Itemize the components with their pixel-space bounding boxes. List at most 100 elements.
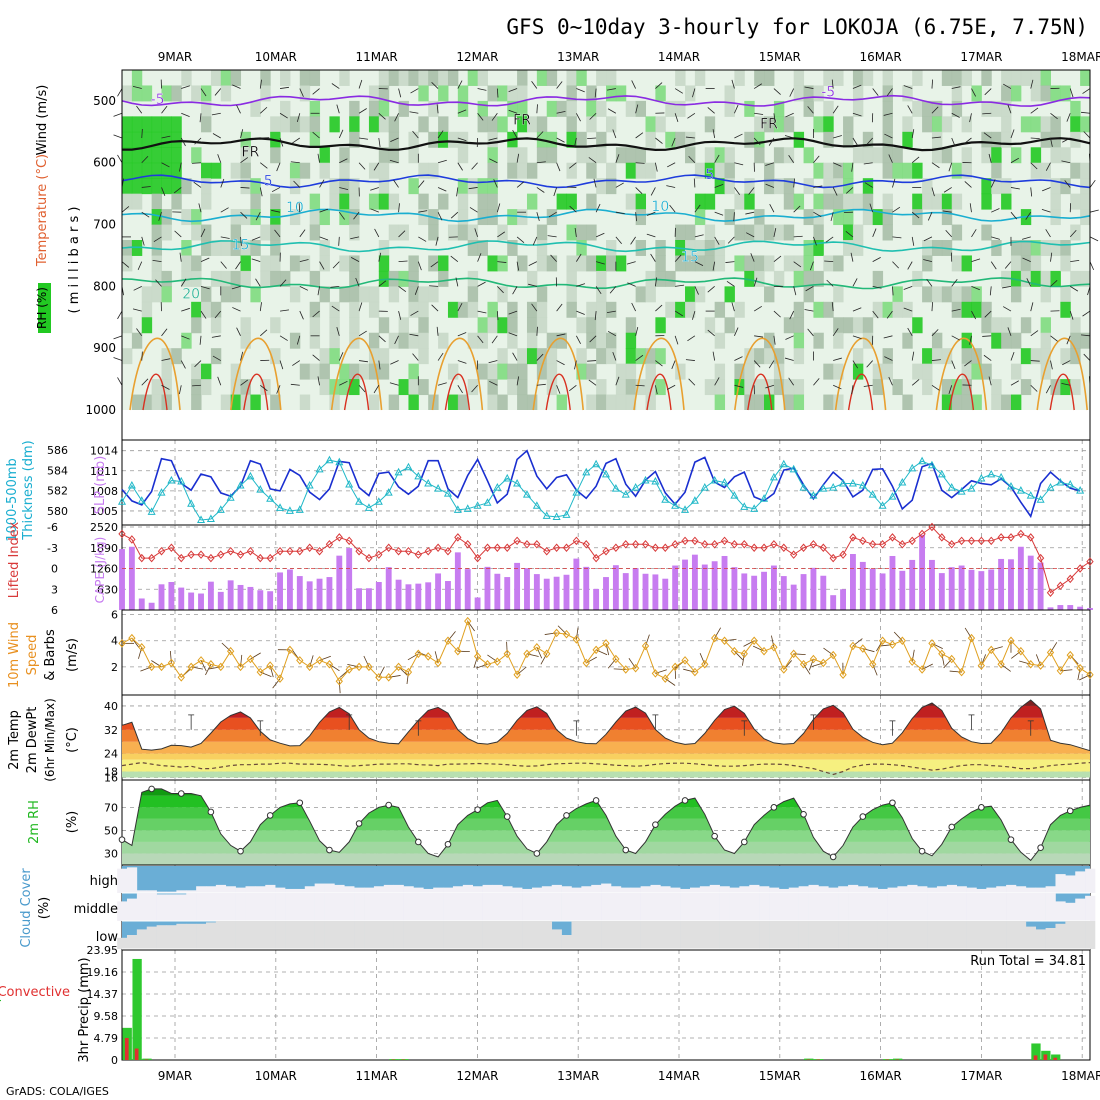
cloud-clear-cell	[610, 893, 622, 921]
rh-cell	[704, 379, 716, 396]
wind-barb-10m	[880, 644, 893, 647]
rh-cell	[526, 193, 538, 210]
wind-barb	[687, 335, 696, 342]
wind-barb	[398, 310, 402, 320]
wind-barb	[750, 253, 755, 262]
rh-cell	[1040, 240, 1051, 256]
thickness-tick-label: 586	[47, 444, 68, 457]
wind-barb	[180, 360, 186, 369]
wind-barb	[1089, 209, 1099, 213]
cloud-clear-cell	[156, 925, 167, 949]
rh-cell	[843, 162, 854, 179]
cloud-clear-cell	[275, 893, 286, 921]
wind-speed-point	[790, 649, 798, 659]
rh-cell	[951, 193, 963, 210]
wind-barb	[852, 335, 862, 339]
rh-cell	[418, 209, 429, 226]
cloud-clear-cell	[650, 893, 661, 921]
rh-cell	[536, 116, 548, 133]
cloud-clear-cell	[1006, 893, 1017, 921]
rh-cell	[803, 286, 814, 303]
rh-cell	[931, 100, 943, 117]
lifted-index-point	[434, 543, 442, 553]
cloud-clear-cell	[927, 887, 938, 893]
wind-barb	[595, 232, 605, 238]
rh-cell	[1001, 394, 1012, 411]
cape-bar	[1047, 607, 1054, 610]
rh-cell	[191, 224, 202, 241]
wind-barb	[685, 359, 695, 361]
cloud-clear-cell	[482, 884, 493, 893]
wind-barb	[883, 335, 893, 339]
rh-cell	[724, 178, 735, 195]
rh-cell	[536, 240, 548, 256]
rh-cell	[477, 240, 488, 256]
wind-barb	[667, 162, 676, 168]
rh-cell	[625, 147, 637, 164]
cloud-clear-cell	[887, 893, 898, 921]
thickness-point	[839, 478, 848, 487]
rh-cell	[1040, 270, 1051, 287]
thickness-label-2: Thickness (dm)	[21, 440, 36, 540]
rh-cell	[665, 100, 676, 117]
cloud-clear-cell	[867, 887, 878, 893]
lifted-index-point	[730, 540, 739, 549]
rh-cell	[556, 100, 567, 117]
isotherm-5	[121, 174, 1091, 189]
rh-cell	[941, 193, 953, 210]
wind-barb	[389, 159, 399, 164]
rh-cell	[378, 178, 390, 195]
wind-barb	[358, 385, 366, 393]
cape-bar	[385, 567, 392, 610]
rh-cell	[694, 70, 706, 86]
cape-bar	[632, 568, 639, 610]
cloud-clear-cell	[176, 923, 187, 949]
wind-barb	[437, 159, 447, 164]
wind-barb	[1081, 111, 1091, 114]
wind-barb	[1070, 286, 1079, 292]
wind-barb	[753, 277, 758, 287]
wind-barb	[569, 205, 577, 213]
rh-cell	[122, 131, 133, 148]
rh-cell	[754, 255, 765, 272]
lifted-index-point	[493, 543, 502, 553]
wind-barb	[850, 252, 854, 262]
rh-cell	[645, 394, 656, 411]
wind-barb	[931, 302, 933, 312]
rh-cell	[625, 394, 637, 411]
cape-bar	[316, 578, 323, 610]
contour-label: -5	[821, 85, 835, 101]
cape-tick-label: 2520	[90, 521, 118, 534]
rh-cell	[201, 162, 212, 179]
rh-cell	[813, 301, 824, 318]
cape-bar	[1067, 605, 1074, 610]
rh-cell	[882, 348, 893, 365]
wind-panel	[121, 609, 1091, 696]
wind-barb	[1041, 209, 1051, 213]
lifted-index-point	[967, 536, 976, 546]
wind-barb	[807, 328, 814, 337]
rh-cell	[882, 100, 893, 117]
cloud-clear-cell	[551, 893, 562, 921]
wind-speed-point	[641, 641, 650, 651]
wind-barb	[271, 187, 281, 193]
wind-barb	[418, 180, 425, 188]
rh-cell	[191, 363, 202, 380]
wind-barb	[726, 280, 735, 287]
wind-barb	[136, 105, 143, 114]
wind-barb	[655, 360, 663, 367]
thickness-point	[236, 480, 245, 489]
rh-band	[122, 853, 1090, 865]
thickness-point	[325, 455, 334, 464]
rh-cell	[872, 147, 884, 164]
cloud-clear-cell	[324, 921, 335, 949]
pressure-tick-label: 800	[93, 279, 116, 293]
rh-cell	[1010, 286, 1022, 303]
cape-bar	[820, 575, 827, 610]
rh-cell	[122, 348, 133, 365]
wind-barb	[576, 253, 582, 262]
wind-barb	[435, 236, 439, 246]
rh-cell	[852, 193, 864, 210]
wind-barb	[200, 88, 207, 97]
